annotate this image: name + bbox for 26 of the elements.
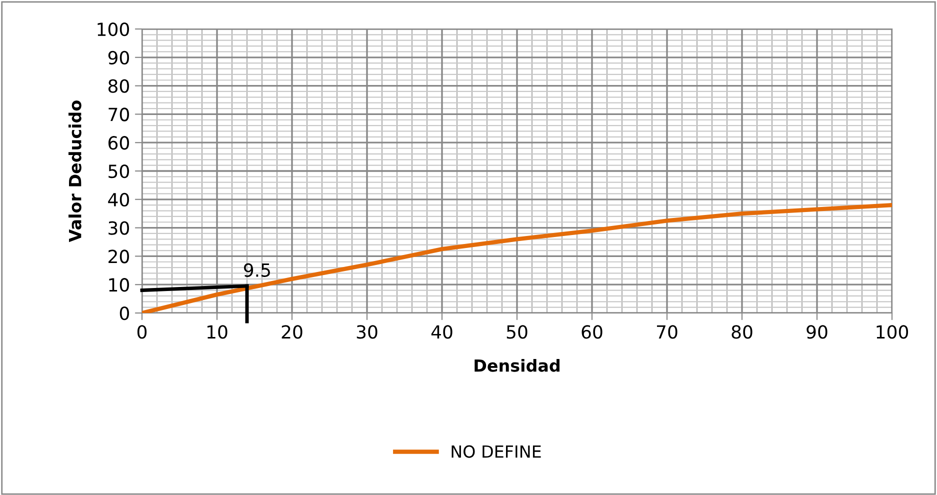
annotation: 9.5 — [244, 263, 270, 277]
x-tick-label: 60 — [582, 325, 602, 339]
y-tick-label: 30 — [108, 221, 129, 235]
x-tick-label: 80 — [732, 325, 752, 339]
x-tick-label: 30 — [356, 325, 378, 339]
y-tick-label: 40 — [108, 192, 129, 207]
x-axis-title: Densidad — [474, 358, 560, 372]
x-tick-label: 0 — [137, 325, 147, 339]
y-tick-label: 10 — [109, 278, 129, 292]
x-tick-label: 20 — [282, 325, 302, 339]
y-tick-label: 20 — [108, 250, 129, 264]
y-tick-label: 80 — [108, 79, 129, 93]
y-tick-label: 50 — [108, 164, 129, 178]
x-tick-label: 100 — [876, 325, 908, 339]
y-tick-label: 0 — [120, 306, 129, 320]
x-tick-label: 40 — [431, 325, 452, 339]
y-tick-label: 90 — [108, 50, 129, 65]
x-tick-label: 70 — [656, 325, 678, 339]
x-tick-label: 50 — [506, 325, 528, 339]
x-tick-label: 90 — [806, 325, 828, 339]
y-tick-label: 100 — [98, 22, 129, 36]
y-axis-title: Valor Deducido — [68, 100, 82, 242]
y-tick-label: 60 — [108, 136, 129, 150]
y-tick-label: 70 — [108, 108, 129, 122]
legend-label: NO DEFINE — [452, 445, 541, 458]
x-tick-label: 10 — [207, 325, 228, 339]
